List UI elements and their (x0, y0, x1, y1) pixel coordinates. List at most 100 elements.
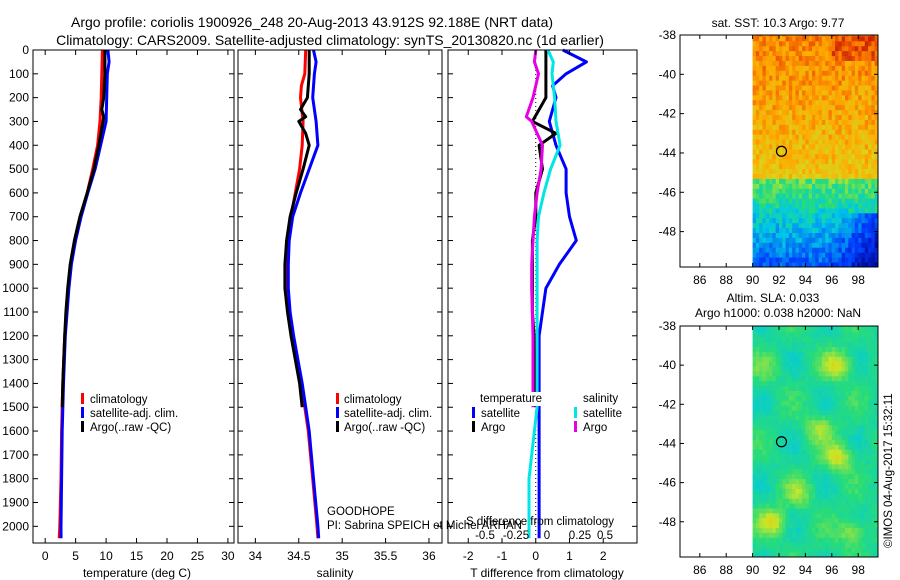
heatmap-cell (821, 390, 826, 396)
x-tick-label: 20 (160, 549, 174, 563)
heatmap-cell (845, 424, 849, 431)
heatmap-cell (795, 198, 800, 204)
heatmap-cell (854, 517, 859, 524)
heatmap-cell (868, 326, 872, 333)
heatmap-cell (835, 405, 839, 411)
heatmap-cell (808, 429, 813, 436)
heatmap-cell (808, 163, 813, 170)
heatmap-cell (818, 547, 823, 553)
heatmap-cell (795, 410, 800, 416)
heatmap-cell (821, 252, 826, 258)
heatmap-cell (765, 512, 770, 519)
heatmap-cell (864, 395, 869, 401)
heatmap-cell (779, 478, 783, 484)
heatmap-cell (769, 257, 773, 263)
heatmap-cell (795, 517, 800, 524)
heatmap-cell (769, 144, 773, 150)
heatmap-cell (808, 493, 813, 499)
heatmap-cell (871, 522, 876, 529)
heatmap-cell (871, 331, 876, 338)
heatmap-cell (828, 532, 833, 538)
heatmap-cell (868, 532, 872, 538)
heatmap-cell (874, 144, 879, 150)
heatmap-cell (871, 178, 876, 184)
heatmap-cell (828, 522, 833, 529)
heatmap-cell (788, 70, 793, 76)
heatmap-cell (765, 158, 770, 165)
title-line-1: Argo profile: coriolis 1900926_248 20-Au… (71, 14, 553, 30)
heatmap-cell (812, 198, 816, 204)
heatmap-cell (792, 415, 796, 421)
heatmap-cell (775, 366, 780, 372)
heatmap-cell (805, 473, 810, 480)
heatmap-cell (874, 493, 879, 499)
heatmap-cell (841, 503, 846, 509)
heatmap-cell (772, 410, 777, 416)
heatmap-cell (785, 464, 790, 470)
heatmap-cell (835, 262, 839, 268)
heatmap-cell (835, 527, 839, 533)
heatmap-cell (759, 247, 763, 253)
heatmap-cell (821, 247, 826, 253)
heatmap-cell (815, 449, 819, 455)
heatmap-cell (861, 542, 866, 548)
heatmap-cell (752, 60, 757, 66)
heatmap-cell (792, 444, 796, 450)
heatmap-cell (788, 331, 793, 338)
heatmap-cell (845, 80, 849, 86)
heatmap-cell (864, 208, 869, 214)
heatmap-cell (782, 464, 786, 470)
heatmap-cell (798, 257, 803, 263)
heatmap-cell (841, 163, 846, 170)
heatmap-cell (845, 158, 849, 165)
heatmap-cell (802, 35, 806, 42)
heatmap-cell (851, 468, 856, 475)
heatmap-cell (868, 70, 872, 76)
heatmap-cell (808, 144, 813, 150)
heatmap-cell (835, 429, 839, 436)
heatmap-cell (841, 50, 846, 57)
heatmap-cell (802, 346, 806, 352)
heatmap-cell (838, 193, 843, 199)
heatmap-cell (828, 380, 833, 387)
heatmap-cell (845, 119, 849, 125)
heatmap-cell (845, 464, 849, 470)
heatmap-cell (838, 227, 843, 233)
heatmap-cell (854, 532, 859, 538)
heatmap-cell (815, 375, 819, 382)
heatmap-cell (755, 371, 760, 377)
heatmap-cell (845, 395, 849, 401)
heatmap-cell (871, 356, 876, 362)
heatmap-cell (838, 468, 843, 475)
heatmap-cell (812, 400, 816, 406)
heatmap-cell (759, 331, 763, 338)
heatmap-cell (772, 552, 777, 558)
heatmap-cell (765, 380, 770, 387)
heatmap-cell (848, 434, 852, 440)
heatmap-cell (795, 45, 800, 52)
y-tick-label: 1900 (2, 496, 29, 510)
heatmap-cell (838, 124, 843, 130)
heatmap-cell (864, 498, 869, 504)
heatmap-cell (818, 242, 823, 248)
heatmap-cell (755, 183, 760, 189)
legend-title-salinity: salinity (583, 393, 618, 405)
heatmap-cell (868, 212, 872, 219)
heatmap-cell (854, 380, 859, 387)
heatmap-cell (775, 109, 780, 116)
heatmap-cell (775, 217, 780, 224)
heatmap-cell (841, 380, 846, 387)
heatmap-cell (782, 50, 786, 57)
heatmap-cell (854, 424, 859, 431)
heatmap-cell (785, 419, 790, 426)
heatmap-cell (851, 449, 856, 455)
heatmap-cell (795, 424, 800, 431)
heatmap-cell (782, 547, 786, 553)
heatmap-cell (775, 35, 780, 37)
heatmap-cell (792, 134, 796, 140)
heatmap-cell (759, 208, 763, 214)
heatmap-cell (785, 542, 790, 548)
heatmap-cell (775, 410, 780, 416)
heatmap-cell (795, 173, 800, 179)
heatmap-cell (874, 356, 879, 362)
